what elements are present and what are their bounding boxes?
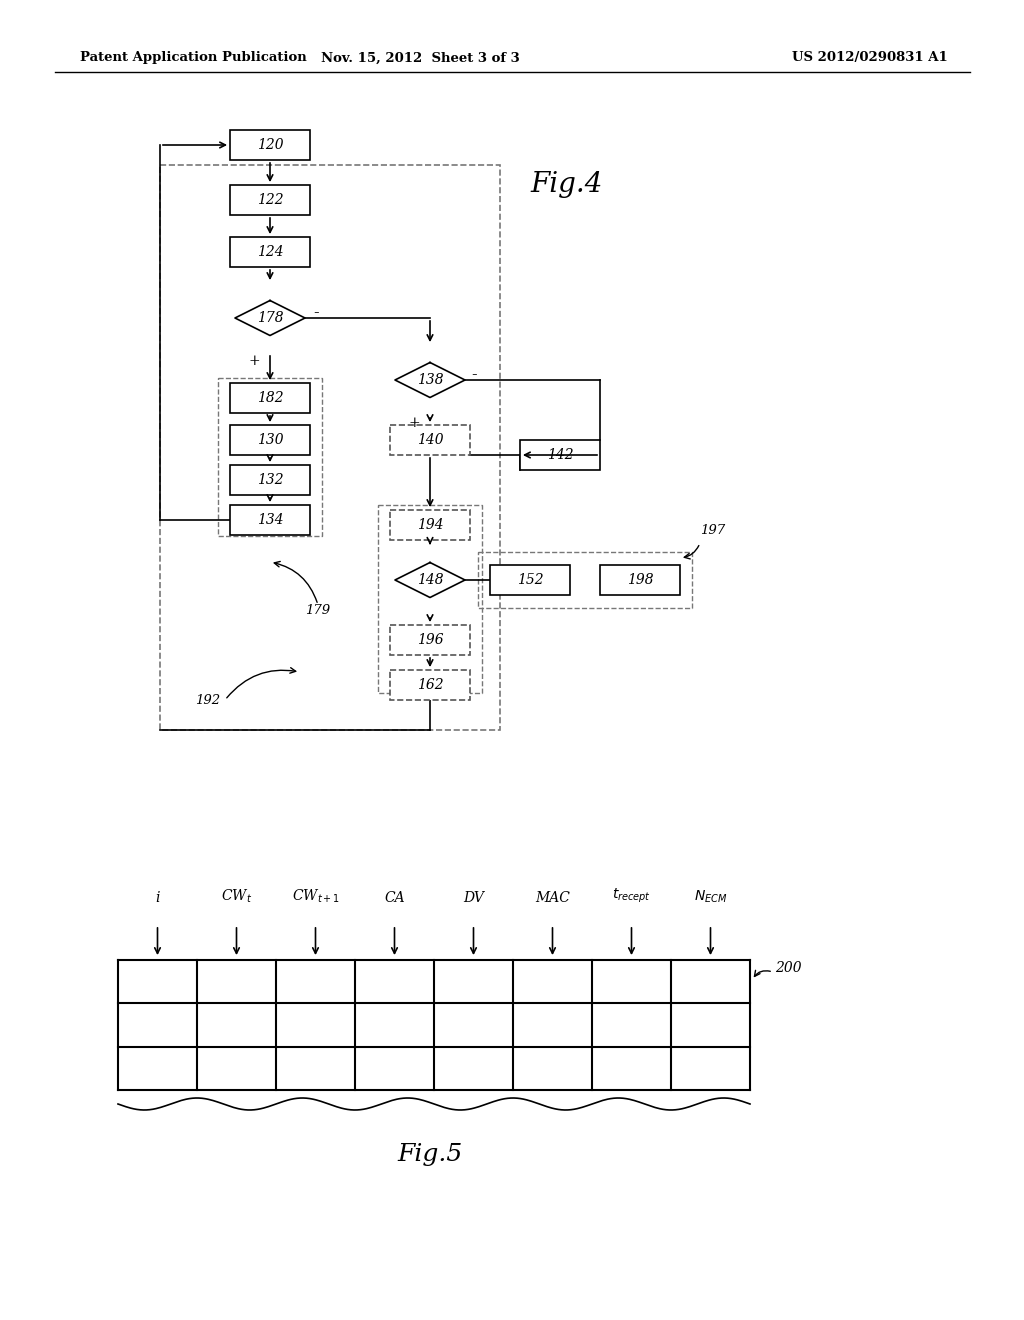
Text: 124: 124 [257, 246, 284, 259]
Text: 182: 182 [257, 391, 284, 405]
Text: 179: 179 [305, 603, 330, 616]
Text: 198: 198 [627, 573, 653, 587]
Text: 192: 192 [195, 693, 220, 706]
Polygon shape [395, 562, 465, 598]
Text: 138: 138 [417, 374, 443, 387]
Text: Fig.4: Fig.4 [530, 172, 602, 198]
Text: i: i [156, 891, 160, 906]
FancyBboxPatch shape [230, 465, 310, 495]
Text: $t_{recept}$: $t_{recept}$ [612, 887, 651, 906]
Text: MAC: MAC [536, 891, 570, 906]
FancyBboxPatch shape [230, 129, 310, 160]
Polygon shape [395, 363, 465, 397]
FancyBboxPatch shape [390, 510, 470, 540]
FancyBboxPatch shape [520, 440, 600, 470]
Text: Nov. 15, 2012  Sheet 3 of 3: Nov. 15, 2012 Sheet 3 of 3 [321, 51, 519, 65]
Text: CA: CA [384, 891, 404, 906]
Text: CW$_t$: CW$_t$ [221, 887, 252, 906]
Text: 134: 134 [257, 513, 284, 527]
Text: Patent Application Publication: Patent Application Publication [80, 51, 307, 65]
FancyBboxPatch shape [230, 383, 310, 413]
Text: 197: 197 [700, 524, 725, 536]
Text: 162: 162 [417, 678, 443, 692]
FancyBboxPatch shape [230, 425, 310, 455]
Text: US 2012/0290831 A1: US 2012/0290831 A1 [793, 51, 948, 65]
Text: 132: 132 [257, 473, 284, 487]
FancyBboxPatch shape [230, 185, 310, 215]
Text: 120: 120 [257, 139, 284, 152]
Text: +: + [409, 416, 420, 430]
Polygon shape [234, 301, 305, 335]
Text: 178: 178 [257, 312, 284, 325]
Text: DV: DV [463, 891, 484, 906]
Text: Fig.5: Fig.5 [397, 1143, 463, 1167]
Text: 194: 194 [417, 517, 443, 532]
Text: 196: 196 [417, 634, 443, 647]
Text: 152: 152 [517, 573, 544, 587]
Text: -: - [471, 367, 476, 384]
FancyBboxPatch shape [390, 671, 470, 700]
Text: $N_{ECM}$: $N_{ECM}$ [694, 888, 727, 906]
FancyBboxPatch shape [230, 506, 310, 535]
Text: 130: 130 [257, 433, 284, 447]
Text: 122: 122 [257, 193, 284, 207]
FancyBboxPatch shape [390, 624, 470, 655]
Text: CW$_{t+1}$: CW$_{t+1}$ [292, 887, 340, 906]
Text: 148: 148 [417, 573, 443, 587]
Text: 140: 140 [417, 433, 443, 447]
FancyBboxPatch shape [600, 565, 680, 595]
Text: +: + [248, 354, 260, 368]
FancyBboxPatch shape [230, 238, 310, 267]
Text: 200: 200 [775, 961, 802, 975]
Text: 142: 142 [547, 447, 573, 462]
FancyBboxPatch shape [490, 565, 570, 595]
Text: -: - [313, 305, 318, 322]
FancyBboxPatch shape [390, 425, 470, 455]
